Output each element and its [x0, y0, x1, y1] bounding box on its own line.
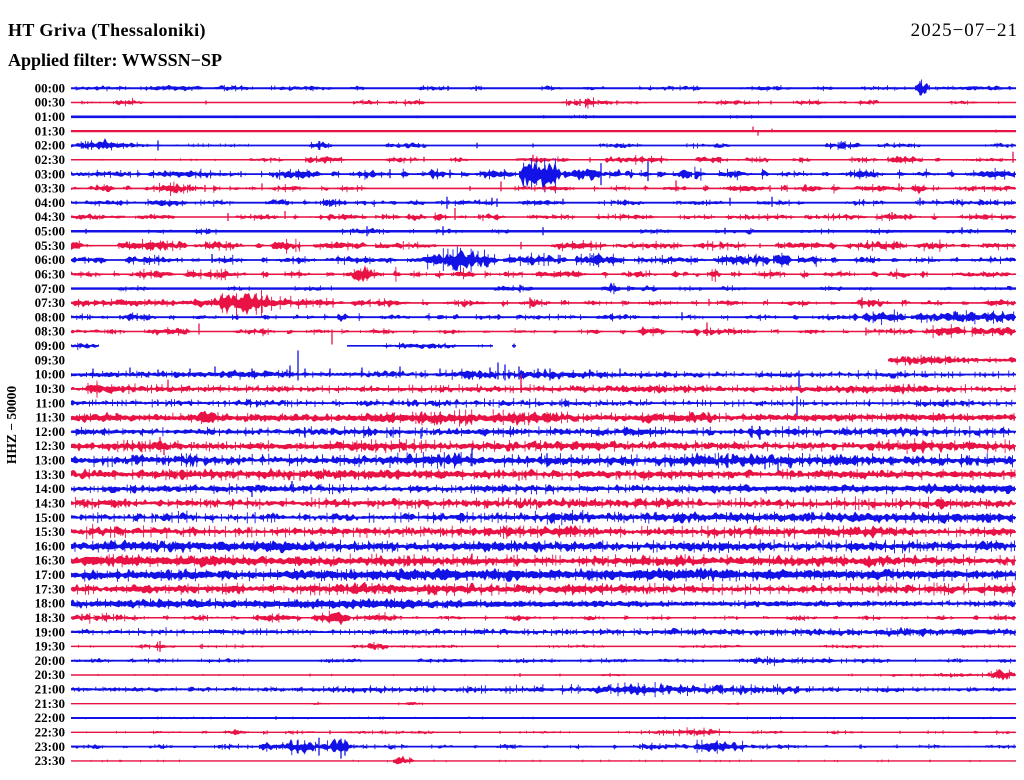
svg-text:15:00: 15:00: [35, 510, 65, 525]
svg-text:16:30: 16:30: [35, 553, 65, 568]
svg-text:20:00: 20:00: [35, 653, 65, 668]
svg-text:23:00: 23:00: [35, 739, 65, 754]
svg-text:09:30: 09:30: [35, 352, 65, 367]
svg-text:00:00: 00:00: [35, 80, 65, 95]
svg-text:16:00: 16:00: [35, 538, 65, 553]
svg-text:06:00: 06:00: [35, 252, 65, 267]
svg-text:19:30: 19:30: [35, 639, 65, 654]
svg-text:01:30: 01:30: [35, 123, 65, 138]
svg-text:00:30: 00:30: [35, 95, 65, 110]
svg-text:08:00: 08:00: [35, 309, 65, 324]
svg-text:03:30: 03:30: [35, 181, 65, 196]
svg-text:08:30: 08:30: [35, 324, 65, 339]
svg-text:19:00: 19:00: [35, 624, 65, 639]
svg-text:04:00: 04:00: [35, 195, 65, 210]
svg-text:18:30: 18:30: [35, 610, 65, 625]
svg-text:11:30: 11:30: [35, 410, 65, 425]
svg-text:03:00: 03:00: [35, 166, 65, 181]
svg-text:22:00: 22:00: [35, 710, 65, 725]
svg-text:22:30: 22:30: [35, 725, 65, 740]
svg-text:15:30: 15:30: [35, 524, 65, 539]
svg-text:07:30: 07:30: [35, 295, 65, 310]
svg-text:09:00: 09:00: [35, 338, 65, 353]
svg-text:12:30: 12:30: [35, 438, 65, 453]
svg-text:23:30: 23:30: [35, 753, 65, 768]
svg-text:05:00: 05:00: [35, 224, 65, 239]
svg-text:18:00: 18:00: [35, 596, 65, 611]
svg-text:21:00: 21:00: [35, 682, 65, 697]
svg-text:02:00: 02:00: [35, 138, 65, 153]
svg-text:14:30: 14:30: [35, 496, 65, 511]
svg-text:17:30: 17:30: [35, 581, 65, 596]
svg-text:05:30: 05:30: [35, 238, 65, 253]
svg-text:21:30: 21:30: [35, 696, 65, 711]
svg-text:13:00: 13:00: [35, 453, 65, 468]
svg-text:11:00: 11:00: [35, 395, 65, 410]
svg-text:07:00: 07:00: [35, 281, 65, 296]
svg-text:01:00: 01:00: [35, 109, 65, 124]
svg-text:02:30: 02:30: [35, 152, 65, 167]
svg-text:17:00: 17:00: [35, 567, 65, 582]
svg-text:04:30: 04:30: [35, 209, 65, 224]
svg-text:10:00: 10:00: [35, 367, 65, 382]
svg-text:06:30: 06:30: [35, 267, 65, 282]
svg-text:20:30: 20:30: [35, 667, 65, 682]
svg-text:14:00: 14:00: [35, 481, 65, 496]
svg-text:12:00: 12:00: [35, 424, 65, 439]
svg-text:10:30: 10:30: [35, 381, 65, 396]
svg-text:13:30: 13:30: [35, 467, 65, 482]
